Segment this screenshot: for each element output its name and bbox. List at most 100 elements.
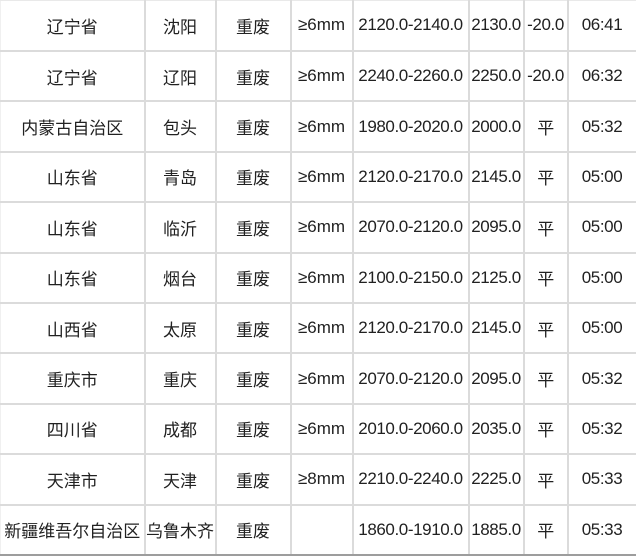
cell-change: -20.0	[522, 49, 569, 103]
cell-product: 重废	[214, 402, 292, 456]
cell-product: 重废	[214, 150, 292, 204]
cell-change: -20.0	[522, 0, 569, 52]
cell-avg-price: 2145.0	[467, 150, 525, 204]
cell-change: 平	[522, 453, 569, 506]
cell-province: 新疆维吾尔自治区	[0, 503, 146, 556]
cell-time: 05:33	[566, 503, 636, 556]
cell-time: 06:41	[566, 0, 636, 52]
cell-time: 05:00	[566, 201, 636, 254]
price-table-row: 天津市 天津 重废 ≥8mm 2210.0-2240.0 2225.0 平 05…	[0, 453, 636, 506]
cell-time: 05:00	[566, 301, 636, 355]
cell-change: 平	[522, 201, 569, 254]
price-table-row: 山东省 烟台 重废 ≥6mm 2100.0-2150.0 2125.0 平 05…	[0, 251, 636, 304]
price-table-row: 辽宁省 辽阳 重废 ≥6mm 2240.0-2260.0 2250.0 -20.…	[0, 49, 636, 103]
cell-product: 重废	[214, 453, 292, 506]
cell-avg-price: 2035.0	[467, 402, 525, 456]
cell-avg-price: 2125.0	[467, 251, 525, 304]
cell-change: 平	[522, 150, 569, 204]
cell-city: 沈阳	[143, 0, 217, 52]
cell-change: 平	[522, 352, 569, 405]
cell-time: 05:00	[566, 251, 636, 304]
cell-province: 山东省	[0, 201, 146, 254]
cell-avg-price: 2225.0	[467, 453, 525, 506]
cell-change: 平	[522, 251, 569, 304]
cell-product: 重废	[214, 352, 292, 405]
cell-change: 平	[522, 402, 569, 456]
cell-spec: ≥6mm	[289, 100, 354, 153]
cell-province: 重庆市	[0, 352, 146, 405]
cell-change: 平	[522, 301, 569, 355]
cell-province: 山西省	[0, 301, 146, 355]
cell-price-range: 2120.0-2170.0	[351, 150, 470, 204]
cell-price-range: 2070.0-2120.0	[351, 201, 470, 254]
cell-time: 05:32	[566, 100, 636, 153]
cell-spec	[289, 503, 354, 556]
cell-product: 重废	[214, 503, 292, 556]
cell-product: 重废	[214, 100, 292, 153]
cell-city: 成都	[143, 402, 217, 456]
cell-change: 平	[522, 100, 569, 153]
cell-city: 包头	[143, 100, 217, 153]
cell-price-range: 2120.0-2140.0	[351, 0, 470, 52]
cell-province: 天津市	[0, 453, 146, 506]
cell-province: 山东省	[0, 150, 146, 204]
cell-time: 06:32	[566, 49, 636, 103]
cell-product: 重废	[214, 301, 292, 355]
cell-avg-price: 2095.0	[467, 201, 525, 254]
price-table-row: 重庆市 重庆 重废 ≥6mm 2070.0-2120.0 2095.0 平 05…	[0, 352, 636, 405]
price-table-row: 山西省 太原 重废 ≥6mm 2120.0-2170.0 2145.0 平 05…	[0, 301, 636, 355]
cell-time: 05:32	[566, 352, 636, 405]
cell-city: 临沂	[143, 201, 217, 254]
price-table-row: 辽宁省 沈阳 重废 ≥6mm 2120.0-2140.0 2130.0 -20.…	[0, 0, 636, 52]
cell-city: 乌鲁木齐	[143, 503, 217, 556]
cell-product: 重废	[214, 201, 292, 254]
cell-city: 烟台	[143, 251, 217, 304]
price-table-row: 四川省 成都 重废 ≥6mm 2010.0-2060.0 2035.0 平 05…	[0, 402, 636, 456]
cell-price-range: 1980.0-2020.0	[351, 100, 470, 153]
price-table-row: 新疆维吾尔自治区 乌鲁木齐 重废 1860.0-1910.0 1885.0 平 …	[0, 503, 636, 556]
cell-spec: ≥8mm	[289, 453, 354, 506]
cell-spec: ≥6mm	[289, 352, 354, 405]
cell-time: 05:33	[566, 453, 636, 506]
cell-city: 太原	[143, 301, 217, 355]
cell-spec: ≥6mm	[289, 201, 354, 254]
cell-province: 辽宁省	[0, 49, 146, 103]
cell-city: 重庆	[143, 352, 217, 405]
cell-spec: ≥6mm	[289, 49, 354, 103]
cell-province: 山东省	[0, 251, 146, 304]
cell-avg-price: 2095.0	[467, 352, 525, 405]
cell-price-range: 2100.0-2150.0	[351, 251, 470, 304]
cell-city: 天津	[143, 453, 217, 506]
cell-price-range: 2070.0-2120.0	[351, 352, 470, 405]
cell-price-range: 1860.0-1910.0	[351, 503, 470, 556]
cell-avg-price: 2000.0	[467, 100, 525, 153]
cell-province: 四川省	[0, 402, 146, 456]
cell-avg-price: 2130.0	[467, 0, 525, 52]
cell-city: 辽阳	[143, 49, 217, 103]
cell-spec: ≥6mm	[289, 150, 354, 204]
cell-product: 重废	[214, 49, 292, 103]
price-table-row: 内蒙古自治区 包头 重废 ≥6mm 1980.0-2020.0 2000.0 平…	[0, 100, 636, 153]
price-table-row: 山东省 临沂 重废 ≥6mm 2070.0-2120.0 2095.0 平 05…	[0, 201, 636, 254]
cell-avg-price: 2145.0	[467, 301, 525, 355]
cell-time: 05:00	[566, 150, 636, 204]
cell-spec: ≥6mm	[289, 0, 354, 52]
price-table-row: 山东省 青岛 重废 ≥6mm 2120.0-2170.0 2145.0 平 05…	[0, 150, 636, 204]
cell-price-range: 2240.0-2260.0	[351, 49, 470, 103]
cell-price-range: 2010.0-2060.0	[351, 402, 470, 456]
cell-price-range: 2120.0-2170.0	[351, 301, 470, 355]
cell-product: 重废	[214, 0, 292, 52]
cell-spec: ≥6mm	[289, 402, 354, 456]
cell-avg-price: 2250.0	[467, 49, 525, 103]
cell-province: 辽宁省	[0, 0, 146, 52]
cell-spec: ≥6mm	[289, 301, 354, 355]
cell-time: 05:32	[566, 402, 636, 456]
cell-spec: ≥6mm	[289, 251, 354, 304]
cell-product: 重废	[214, 251, 292, 304]
cell-avg-price: 1885.0	[467, 503, 525, 556]
cell-province: 内蒙古自治区	[0, 100, 146, 153]
cell-change: 平	[522, 503, 569, 556]
cell-city: 青岛	[143, 150, 217, 204]
